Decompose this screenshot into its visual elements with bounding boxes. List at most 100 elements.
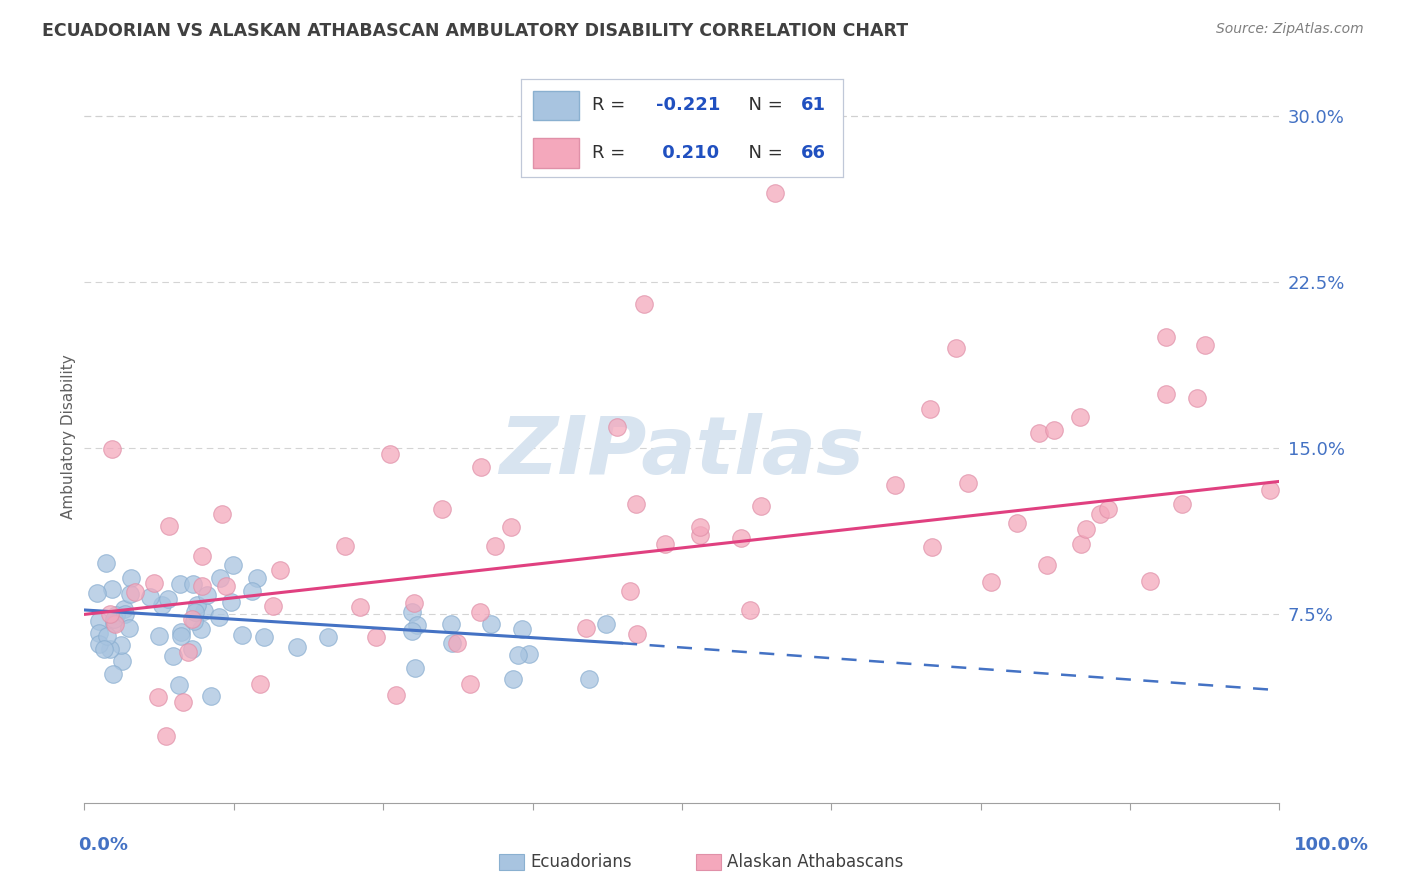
- Point: [103, 616, 125, 631]
- Point: [470, 460, 492, 475]
- Point: [98, 607, 121, 621]
- Point: [157, 592, 180, 607]
- Point: [749, 499, 772, 513]
- Point: [148, 690, 170, 705]
- Point: [112, 601, 135, 615]
- Point: [118, 586, 141, 600]
- Point: [1171, 497, 1194, 511]
- Point: [186, 598, 208, 612]
- Point: [1007, 516, 1029, 530]
- Point: [96, 629, 118, 643]
- Point: [619, 584, 641, 599]
- Point: [124, 585, 146, 599]
- Point: [1070, 537, 1092, 551]
- Point: [170, 625, 193, 640]
- Point: [626, 626, 648, 640]
- Y-axis label: Ambulatory Disability: Ambulatory Disability: [60, 355, 76, 519]
- Point: [883, 477, 905, 491]
- Point: [111, 654, 134, 668]
- Point: [689, 520, 711, 534]
- Point: [446, 635, 468, 649]
- Point: [1139, 574, 1161, 589]
- Point: [633, 297, 655, 311]
- Point: [730, 531, 752, 545]
- Point: [183, 614, 205, 628]
- Point: [921, 540, 943, 554]
- Point: [118, 621, 141, 635]
- Point: [269, 563, 291, 577]
- Point: [385, 688, 408, 702]
- Point: [1194, 338, 1216, 352]
- Point: [222, 558, 245, 572]
- Point: [401, 606, 423, 620]
- Text: ECUADORIAN VS ALASKAN ATHABASCAN AMBULATORY DISABILITY CORRELATION CHART: ECUADORIAN VS ALASKAN ATHABASCAN AMBULAT…: [42, 22, 908, 40]
- Point: [155, 729, 177, 743]
- Point: [333, 540, 356, 554]
- Point: [1187, 391, 1209, 405]
- Point: [624, 497, 647, 511]
- Point: [191, 579, 214, 593]
- Point: [470, 605, 492, 619]
- Point: [499, 519, 522, 533]
- Point: [93, 642, 115, 657]
- Point: [364, 630, 387, 644]
- Text: 0.0%: 0.0%: [79, 836, 128, 854]
- Point: [1036, 558, 1059, 572]
- Point: [101, 442, 124, 456]
- Point: [104, 616, 127, 631]
- Point: [219, 595, 242, 609]
- Point: [148, 629, 170, 643]
- Point: [595, 617, 617, 632]
- Point: [249, 677, 271, 691]
- Point: [101, 582, 124, 596]
- Point: [440, 636, 463, 650]
- Point: [138, 590, 160, 604]
- Point: [207, 610, 229, 624]
- Point: [86, 586, 108, 600]
- Text: 100.0%: 100.0%: [1294, 836, 1369, 854]
- Point: [101, 667, 124, 681]
- Point: [1088, 507, 1111, 521]
- Point: [87, 637, 110, 651]
- Point: [1043, 423, 1066, 437]
- Point: [510, 622, 533, 636]
- Point: [945, 342, 967, 356]
- Point: [1097, 502, 1119, 516]
- Point: [98, 642, 121, 657]
- Point: [197, 589, 219, 603]
- Point: [104, 607, 127, 622]
- Point: [740, 603, 762, 617]
- Point: [190, 622, 212, 636]
- Point: [1156, 330, 1178, 344]
- Point: [318, 630, 340, 644]
- Point: [575, 621, 598, 635]
- Point: [211, 507, 233, 521]
- Point: [209, 571, 232, 585]
- Point: [180, 612, 202, 626]
- Point: [87, 614, 110, 628]
- Point: [143, 576, 166, 591]
- Point: [200, 690, 222, 704]
- Text: ZIPatlas: ZIPatlas: [499, 413, 865, 491]
- Point: [193, 604, 215, 618]
- Point: [1069, 410, 1091, 425]
- Point: [162, 649, 184, 664]
- Point: [94, 556, 117, 570]
- Text: Source: ZipAtlas.com: Source: ZipAtlas.com: [1216, 22, 1364, 37]
- Point: [502, 672, 524, 686]
- Point: [157, 519, 180, 533]
- Point: [240, 584, 263, 599]
- Point: [1028, 425, 1050, 440]
- Point: [606, 419, 628, 434]
- Point: [152, 598, 174, 612]
- Point: [689, 527, 711, 541]
- Point: [285, 640, 308, 654]
- Point: [404, 596, 426, 610]
- Point: [765, 186, 787, 201]
- Point: [110, 638, 132, 652]
- Point: [349, 600, 371, 615]
- Point: [167, 678, 190, 692]
- Point: [181, 577, 204, 591]
- Point: [114, 607, 136, 621]
- Point: [380, 447, 402, 461]
